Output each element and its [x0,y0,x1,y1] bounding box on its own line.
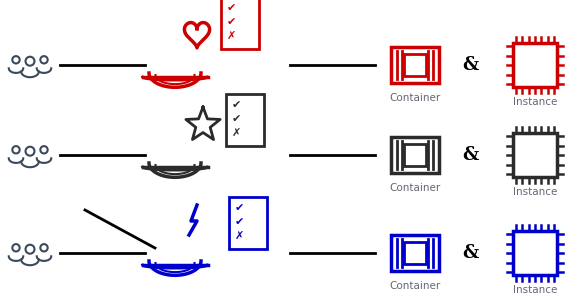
Bar [404,144,426,166]
Text: &: & [462,244,478,262]
Bar [226,94,264,146]
Text: Container: Container [390,183,440,193]
Text: &: & [462,146,478,164]
Text: ✗: ✗ [235,231,244,241]
Bar [404,54,426,76]
Bar [229,197,267,249]
Bar [221,0,259,49]
Bar [513,231,557,275]
Text: ✔: ✔ [235,217,244,227]
Text: &: & [462,56,478,74]
Text: ✗: ✗ [232,128,241,138]
Text: Instance: Instance [513,285,557,295]
Text: ✔: ✔ [227,17,237,27]
Text: Container: Container [390,93,440,103]
Text: ✗: ✗ [227,31,237,41]
Text: ✔: ✔ [232,114,241,124]
Text: Instance: Instance [513,97,557,107]
Bar [513,133,557,177]
Bar [391,137,439,173]
Text: Instance: Instance [513,187,557,197]
Text: Container: Container [390,281,440,291]
Text: ✔: ✔ [235,203,244,213]
Bar [391,235,439,271]
Bar [404,242,426,264]
Text: ✔: ✔ [227,3,237,13]
Bar [391,47,439,83]
Text: ✔: ✔ [232,100,241,110]
Bar [513,43,557,87]
